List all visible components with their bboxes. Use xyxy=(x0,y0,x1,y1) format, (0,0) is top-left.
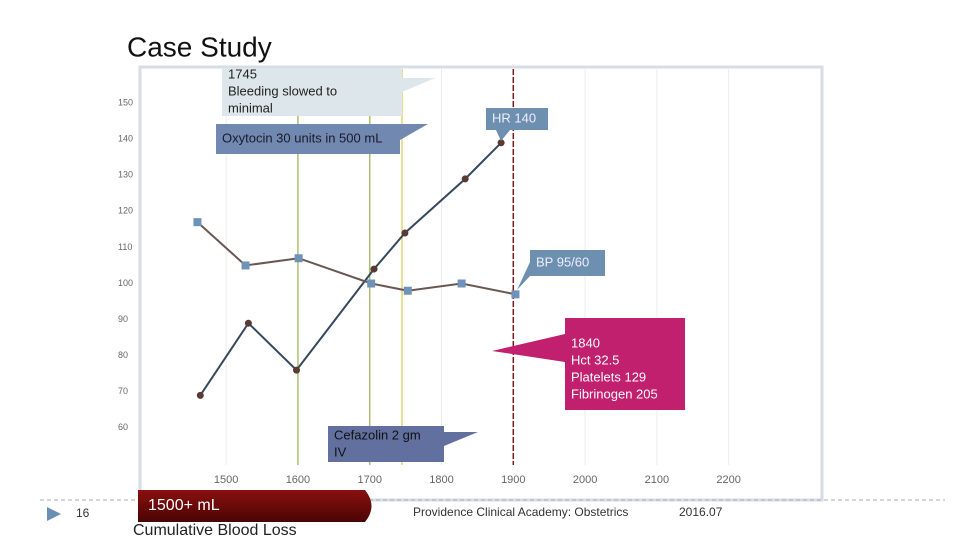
callout-pointer xyxy=(517,262,530,290)
page-number: 16 xyxy=(76,506,90,520)
footer-date: 2016.07 xyxy=(679,505,723,519)
blood-loss-amount: 1500+ mL xyxy=(148,497,220,514)
y-tick-label: 90 xyxy=(118,314,128,324)
y-tick-label: 140 xyxy=(118,134,133,144)
x-tick-label: 2000 xyxy=(573,474,597,486)
plot: 1500 1600 1700 1800 1900 2000 2100 2200 60 70 80 90… xyxy=(118,66,741,485)
callout xyxy=(216,124,400,154)
x-tick-label: 1900 xyxy=(501,474,525,486)
callout-pointer xyxy=(395,124,428,140)
callout-text: BP 95/60 xyxy=(536,254,589,269)
x-tick-label: 2200 xyxy=(716,474,740,486)
callout-text: Bleeding slowed to xyxy=(228,83,337,98)
y-tick-label: 150 xyxy=(118,97,133,107)
marker xyxy=(497,139,505,147)
bullet xyxy=(47,507,61,521)
x-tick-label: 1700 xyxy=(357,474,381,486)
y-tick-label: 80 xyxy=(118,350,128,360)
blood-loss-box xyxy=(138,490,372,522)
callout xyxy=(530,250,605,276)
slide-title: Case Study xyxy=(127,31,272,62)
callout-text: 1840 xyxy=(571,335,600,350)
callout xyxy=(565,318,685,410)
callout-pointer xyxy=(496,130,510,141)
y-tick-label: 110 xyxy=(118,242,132,252)
x-tick-label: 1500 xyxy=(214,474,238,486)
callout-text: IV xyxy=(334,444,347,459)
y-tick-label: 60 xyxy=(118,422,128,432)
marker xyxy=(367,279,376,288)
callout-text: 1745 xyxy=(228,66,257,81)
blood-loss-label: Cumulative Blood Loss xyxy=(133,522,297,539)
footer-source: Providence Clinical Academy: Obstetrics xyxy=(413,505,628,519)
marker xyxy=(241,261,250,270)
callout-text: Hct 32.5 xyxy=(571,352,619,367)
y-tick-label: 100 xyxy=(118,278,133,288)
marker xyxy=(401,229,409,237)
marker xyxy=(193,218,202,227)
marker xyxy=(370,265,378,273)
x-tick-label: 1600 xyxy=(286,474,310,486)
callout-text: Oxytocin 30 units in 500 mL xyxy=(222,130,382,145)
callout-text: Platelets 129 xyxy=(571,369,646,384)
marker xyxy=(403,286,412,295)
callout-text: Cefazolin 2 gm xyxy=(334,427,421,442)
marker xyxy=(196,391,204,399)
callout xyxy=(222,68,402,116)
marker xyxy=(461,175,469,183)
x-tick-label: 2100 xyxy=(645,474,669,486)
x-tick-label: 1800 xyxy=(429,474,453,486)
marker xyxy=(293,366,301,374)
y-tick-label: 120 xyxy=(118,206,133,216)
callout-pointer xyxy=(492,334,565,362)
callout xyxy=(328,426,444,462)
callout-text: HR 140 xyxy=(492,110,536,125)
marker xyxy=(511,290,520,299)
callout-text: minimal xyxy=(228,100,273,115)
callout-text: Fibrinogen 205 xyxy=(571,386,658,401)
marker xyxy=(457,279,466,288)
callout-pointer xyxy=(444,432,478,446)
y-tick-label: 70 xyxy=(118,386,128,396)
y-tick-label: 130 xyxy=(118,170,133,180)
marker xyxy=(244,319,252,327)
callout xyxy=(486,108,548,130)
marker xyxy=(294,254,303,263)
